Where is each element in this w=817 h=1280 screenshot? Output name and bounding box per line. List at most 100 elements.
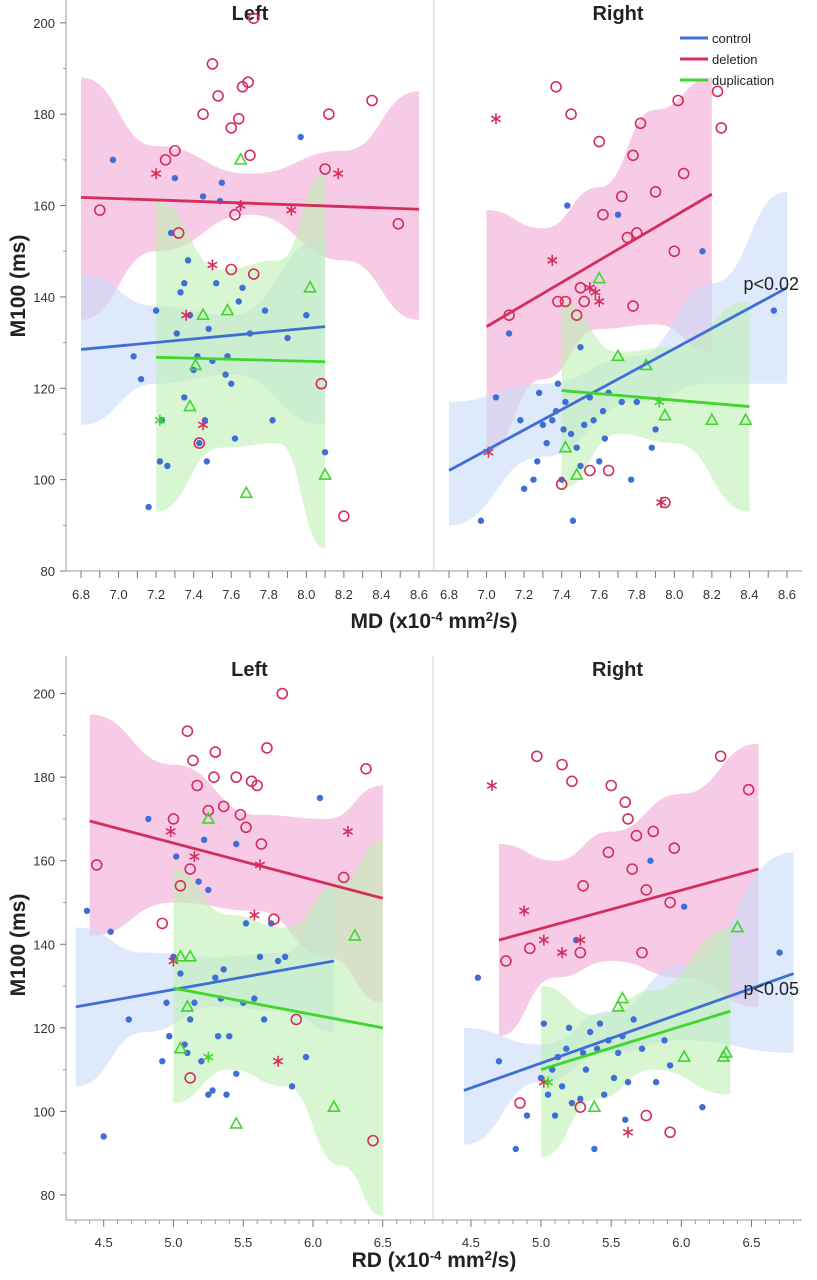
point-control <box>567 430 575 438</box>
point-control <box>274 957 282 965</box>
y-tick-label: 180 <box>33 770 55 785</box>
point-deletion <box>647 825 660 838</box>
point-duplication <box>592 270 607 284</box>
point-deletion <box>584 464 596 477</box>
point-deletion <box>247 12 260 25</box>
y-tick-label: 160 <box>33 854 55 869</box>
point-control <box>530 476 537 483</box>
point-control <box>558 1083 566 1090</box>
chart-2: 80 100 120 140 160 180 200 M100 (ms) RD (x10-4 m… <box>7 656 802 1272</box>
point-deletion <box>559 295 572 308</box>
point-control <box>223 1091 230 1098</box>
point-deletion <box>240 821 252 834</box>
point-control <box>159 1058 166 1065</box>
point-deletion <box>159 154 172 166</box>
point-deletion <box>514 1097 526 1109</box>
x-tick-label: 8.2 <box>335 587 353 602</box>
point-control <box>579 1049 587 1057</box>
y-tick-label: 200 <box>33 687 55 702</box>
point-deletion <box>392 218 405 230</box>
point-control <box>109 156 117 164</box>
point-deletion <box>519 905 530 917</box>
fit-line-control <box>463 972 795 1092</box>
point-deletion <box>602 464 615 477</box>
point-deletion <box>150 168 162 180</box>
point-control <box>100 1133 107 1140</box>
point-control <box>564 202 571 209</box>
x-tick-label: 7.8 <box>628 587 646 602</box>
x-tick-label: 8.6 <box>778 587 796 602</box>
point-duplication <box>348 928 362 941</box>
point-deletion <box>577 879 589 892</box>
point-control <box>228 380 235 387</box>
x-tick-label: 6.5 <box>742 1235 760 1250</box>
point-control <box>596 1020 604 1027</box>
point-control <box>163 999 170 1006</box>
facet-title: Left <box>231 659 268 681</box>
point-control <box>233 840 240 848</box>
point-deletion <box>566 775 578 788</box>
point-deletion <box>193 437 206 449</box>
point-control <box>284 334 291 342</box>
point-control <box>198 1058 205 1065</box>
point-deletion <box>742 783 755 796</box>
point-deletion <box>367 1134 379 1147</box>
point-control <box>231 435 239 442</box>
point-deletion <box>251 779 263 792</box>
y-tick-label: 160 <box>33 199 55 214</box>
point-deletion <box>486 780 498 792</box>
point-deletion <box>255 838 268 850</box>
point-control <box>590 417 597 424</box>
point-control <box>195 878 202 885</box>
x-tick-label: 7.0 <box>478 587 496 602</box>
x-tick-label: 5.0 <box>532 1235 550 1250</box>
point-deletion <box>276 687 289 700</box>
point-deletion <box>555 478 568 491</box>
fit-line-deletion <box>485 192 713 328</box>
point-control <box>647 857 654 864</box>
x-axis-title-part: /s) <box>493 610 518 633</box>
x-tick-label: 8.4 <box>740 587 758 602</box>
fit-line-duplication <box>561 389 750 408</box>
point-control <box>776 949 783 956</box>
point-control <box>173 330 180 337</box>
point-deletion <box>664 1126 676 1139</box>
plot-area <box>463 743 795 1158</box>
plot-area <box>448 77 788 526</box>
point-control <box>534 458 541 465</box>
point-duplication <box>730 919 745 933</box>
point-control <box>554 380 562 387</box>
facet-title: Right <box>592 3 643 25</box>
point-duplication <box>220 302 235 316</box>
point-deletion <box>578 295 591 308</box>
facet-right-2: Right 4.5 5.0 5.5 6.0 6.5 p<0.05 <box>432 656 799 1250</box>
point-deletion <box>500 955 512 967</box>
point-deletion <box>206 58 219 70</box>
point-control <box>648 444 655 451</box>
point-deletion <box>180 309 192 321</box>
point-control <box>624 1078 632 1086</box>
point-control <box>666 1062 674 1069</box>
point-control <box>321 449 329 456</box>
point-deletion <box>232 112 245 125</box>
x-tick-label: 7.6 <box>590 587 608 602</box>
point-duplication <box>183 949 198 962</box>
x-tick-label: 5.0 <box>164 1235 182 1250</box>
point-duplication <box>203 1051 214 1063</box>
point-deletion <box>225 122 238 134</box>
point-control <box>618 398 625 406</box>
x-tick-label: 6.0 <box>304 1235 322 1250</box>
point-deletion <box>627 149 639 162</box>
point-deletion <box>556 947 568 959</box>
point-deletion <box>90 859 103 871</box>
point-duplication <box>188 357 203 371</box>
y-tick-label: 180 <box>33 107 55 122</box>
x-tick-label: 7.4 <box>553 587 571 602</box>
point-control <box>145 815 152 823</box>
point-deletion <box>249 909 260 921</box>
point-control <box>288 1083 296 1090</box>
point-control <box>177 289 184 296</box>
point-deletion <box>593 135 606 148</box>
x-tick-label: 7.8 <box>260 587 278 602</box>
